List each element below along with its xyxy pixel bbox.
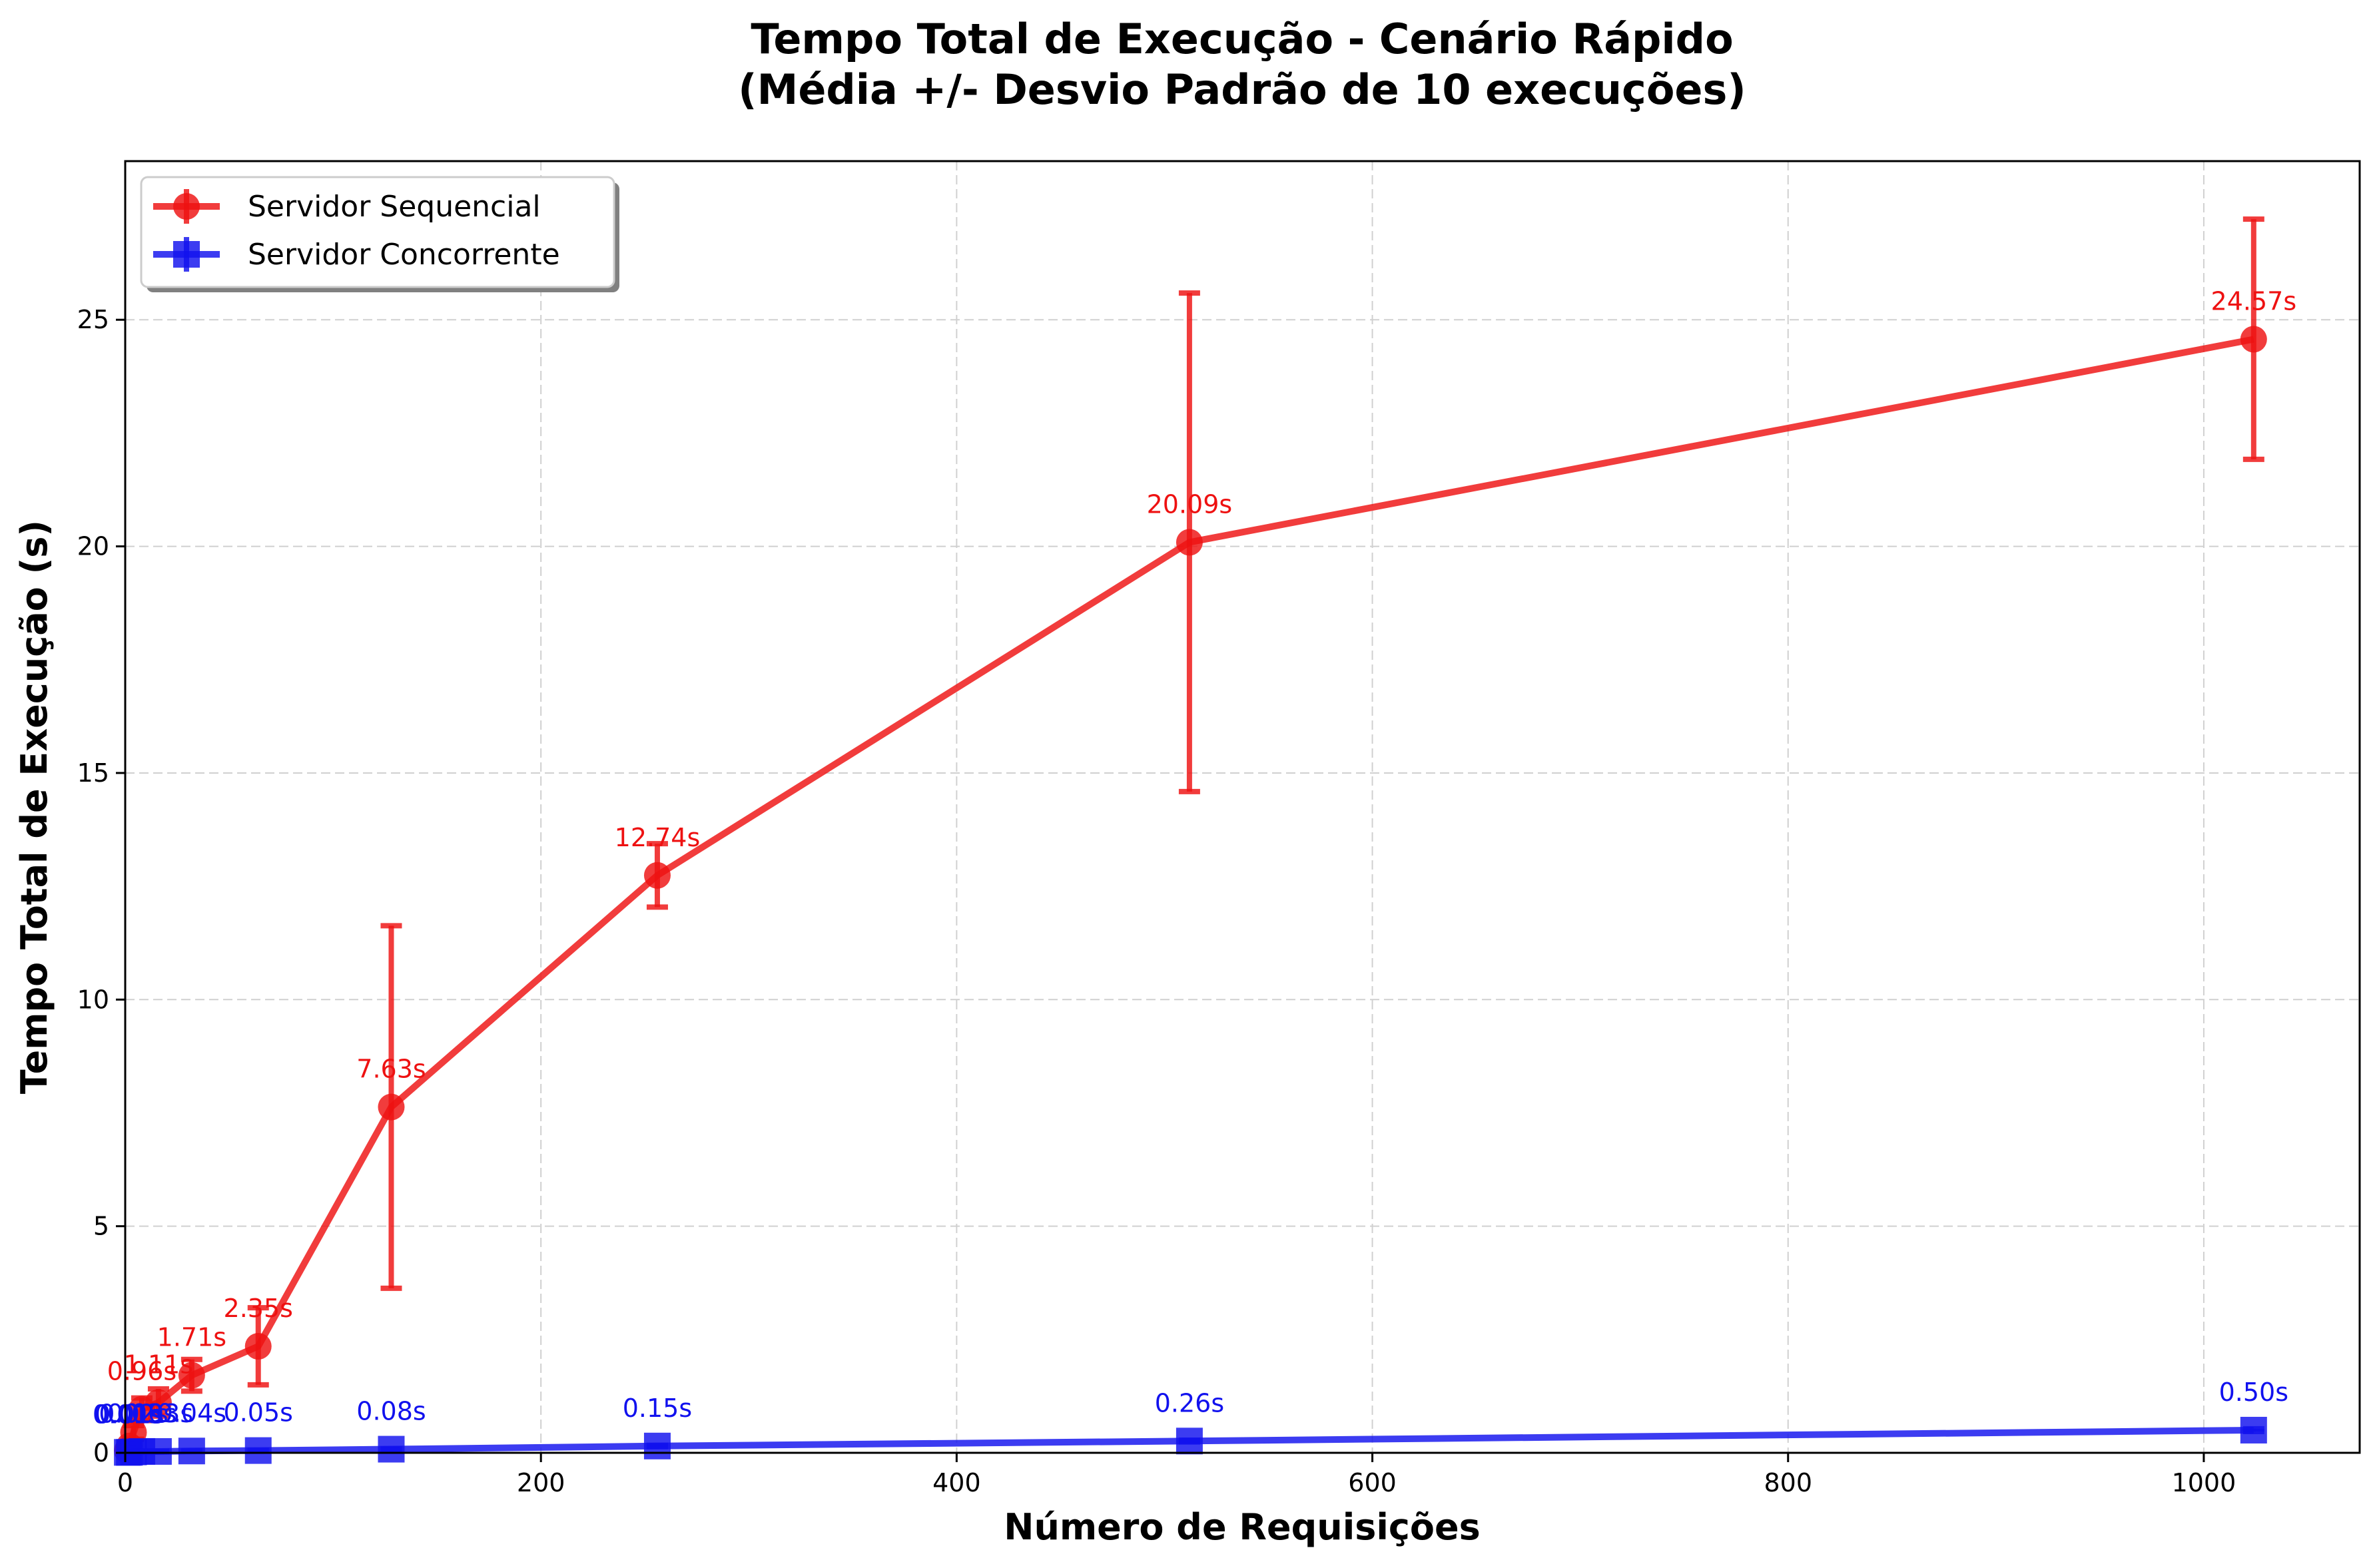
series-layer: 0.96s1.11s1.71s2.35s7.63s12.74s20.09s24.…: [93, 216, 2297, 1466]
x-tick-label: 200: [517, 1468, 565, 1497]
series-sequencial: 0.96s1.11s1.71s2.35s7.63s12.74s20.09s24.…: [107, 216, 2297, 1464]
legend-box: [140, 176, 615, 288]
x-tick-label: 1000: [2172, 1468, 2236, 1497]
data-point: [178, 1437, 205, 1465]
y-tick-label: 0: [93, 1438, 109, 1467]
data-label: 0.08s: [356, 1397, 426, 1426]
y-tick-label: 5: [93, 1212, 109, 1241]
y-tick-label: 10: [77, 985, 109, 1014]
data-label: 0.15s: [623, 1394, 692, 1423]
x-tick-label: 400: [932, 1468, 981, 1497]
x-tick-label: 0: [117, 1468, 133, 1497]
data-point: [1176, 529, 1203, 556]
data-point: [378, 1436, 405, 1463]
data-label: 0.50s: [2219, 1378, 2288, 1407]
data-label: 24.57s: [2211, 287, 2297, 316]
data-label: 0.01s: [95, 1400, 164, 1429]
legend-label: Servidor Sequencial: [248, 190, 541, 224]
data-label: 0.02s: [99, 1400, 168, 1429]
data-label: 12.74s: [615, 823, 701, 852]
data-point: [145, 1389, 172, 1416]
legend-label: Servidor Concorrente: [248, 238, 560, 272]
y-axis-label: Tempo Total de Execução (s): [13, 520, 55, 1094]
data-label: 0.05s: [224, 1398, 293, 1428]
y-tick-label: 25: [77, 305, 109, 334]
data-label: 7.63s: [356, 1055, 426, 1084]
data-point: [244, 1333, 272, 1360]
data-label: 0.26s: [1155, 1388, 1224, 1418]
data-point: [2240, 326, 2267, 353]
data-label: 0.03s: [124, 1399, 193, 1428]
data-label: 20.09s: [1147, 489, 1233, 519]
legend-marker: [173, 193, 200, 220]
x-tick-label: 600: [1348, 1468, 1397, 1497]
legend-marker: [173, 241, 200, 268]
axis-ticks: 0 200 400 600 800 1000 0 5 10 15 20 25: [77, 305, 2236, 1497]
data-point: [1176, 1428, 1203, 1455]
chart-subtitle: (Média +/- Desvio Padrão de 10 execuções…: [738, 65, 1746, 114]
y-tick-label: 20: [77, 532, 109, 561]
data-point: [2240, 1416, 2267, 1443]
data-point: [145, 1437, 172, 1465]
y-tick-label: 15: [77, 758, 109, 788]
data-point: [643, 1432, 671, 1459]
x-tick-label: 800: [1764, 1468, 1812, 1497]
data-label: 2.35s: [224, 1294, 293, 1323]
data-point: [378, 1093, 405, 1121]
data-label: 0.01s: [93, 1400, 162, 1429]
data-point: [643, 862, 671, 889]
data-label: 0.04s: [157, 1398, 226, 1428]
data-label: 0.96s: [107, 1357, 176, 1386]
plot-frame: [124, 160, 2361, 1454]
data-point: [178, 1362, 205, 1389]
grid: [125, 161, 2360, 1453]
data-point: [244, 1437, 272, 1464]
data-label: 1.71s: [157, 1323, 226, 1352]
chart-title: Tempo Total de Execução - Cenário Rápido: [751, 15, 1733, 63]
legend: Servidor Sequencial Servidor Concorrente: [140, 176, 619, 292]
x-axis-label: Número de Requisições: [1004, 1506, 1480, 1548]
data-label: 0.03s: [107, 1399, 176, 1428]
